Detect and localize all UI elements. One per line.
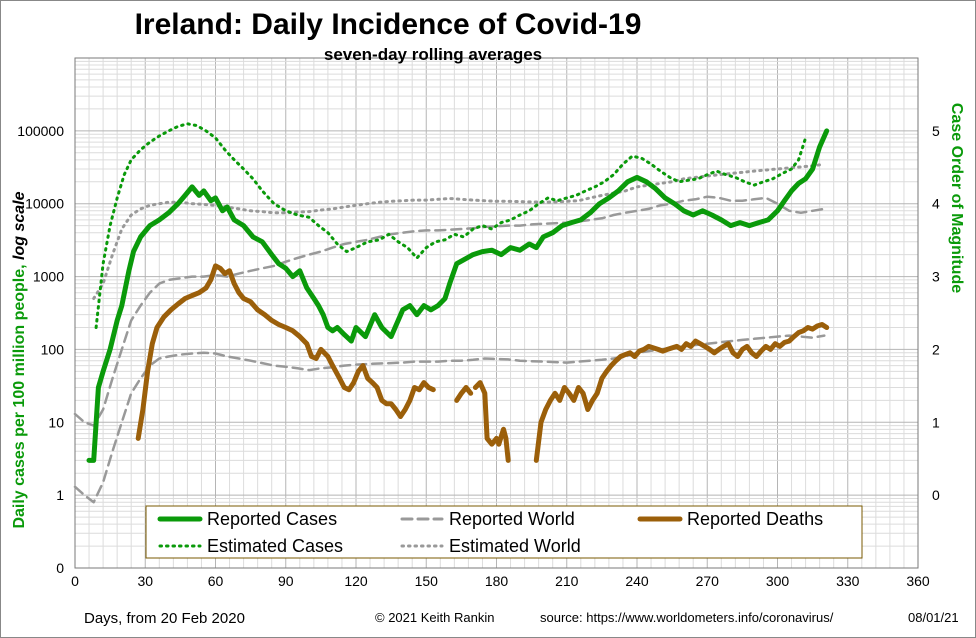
series-estimated-world [92,162,826,300]
y-tick-label-left: 1000 [33,269,64,285]
legend-label: Reported Cases [207,509,337,529]
grid [74,58,919,569]
x-tick-label: 210 [555,573,579,589]
x-tick-label: 120 [344,573,368,589]
chart-subtitle: seven-day rolling averages [324,45,542,64]
x-tick-label: 90 [278,573,294,589]
y-tick-label-right: 3 [932,269,940,285]
y-tick-label-right: 0 [932,487,940,503]
y-axis-label-italic: log scale [11,191,28,260]
series-reported-cases [86,128,830,463]
y-tick-label-right: 4 [932,196,940,212]
series-reported-world [73,334,826,504]
y-tick-label-right: 5 [932,123,940,139]
source-text: source: https://www.worldometers.info/co… [540,610,834,625]
legend-label: Estimated World [449,536,581,556]
y-axis-label-right: Case Order of Magnitude [948,103,965,293]
tick-labels: 0 30 60 90 120 150 180 210 240 270 300 330 360011010… [17,123,940,589]
series-reported-deaths-segment [472,380,511,463]
x-axis-label: Days, from 20 Feb 2020 [84,610,245,627]
series-reported-deaths-segment [533,322,830,463]
x-tick-label: 270 [696,573,720,589]
y-axis-label-left: Daily cases per 100 million people, log … [11,191,28,528]
series-layer [73,122,830,504]
y-tick-label-left: 1 [56,487,64,503]
series-estimated-cases [94,122,808,329]
x-tick-label: 360 [906,573,930,589]
y-tick-label-right: 1 [932,414,940,430]
legend: Reported Cases Reported World Reported Dea… [157,509,823,556]
legend-box [145,505,863,559]
y-tick-label-left: 10 [48,414,64,430]
series-reported-deaths-segment [454,385,474,403]
x-tick-label: 0 [71,573,79,589]
x-tick-label: 180 [485,573,509,589]
x-tick-label: 240 [625,573,649,589]
chart-title: Ireland: Daily Incidence of Covid-19 [135,8,642,41]
copyright-text: © 2021 Keith Rankin [375,610,494,625]
y-axis-label-text: Daily cases per 100 million people, [11,264,28,528]
x-tick-label: 300 [766,573,790,589]
legend-label: Reported Deaths [687,509,823,529]
x-tick-label: 150 [415,573,439,589]
y-tick-label-left: 100000 [17,123,64,139]
legend-label: Estimated Cases [207,536,343,556]
series-reported-deaths [135,263,436,441]
x-tick-label: 330 [836,573,860,589]
y-tick-label-left: 0 [56,560,64,576]
plot-area [74,57,919,569]
legend-label: Reported World [449,509,575,529]
x-tick-label: 60 [208,573,224,589]
y-tick-label-left: 10000 [25,196,64,212]
date-text: 08/01/21 [908,610,959,625]
series-reported-world-upper [73,195,826,427]
y-tick-label-left: 100 [41,341,65,357]
y-tick-label-right: 2 [932,341,940,357]
x-tick-label: 30 [137,573,153,589]
